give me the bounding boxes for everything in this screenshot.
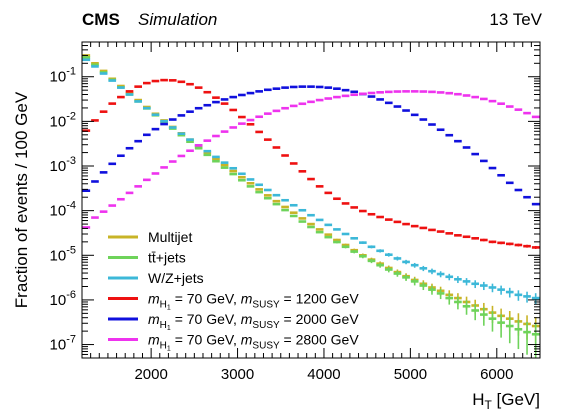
legend-label-3: mH1 = 70 GeV, mSUSY = 1200 GeV	[148, 291, 359, 312]
energy-label: 13 TeV	[489, 10, 542, 29]
x-tick-label: 5000	[394, 366, 427, 383]
status-label: Simulation	[138, 10, 218, 29]
x-axis-title: HT [GeV]	[472, 390, 540, 412]
legend-label-1: tt̄+jets	[148, 250, 186, 266]
x-tick-label: 4000	[307, 366, 340, 383]
legend-label-0: Multijet	[148, 229, 192, 245]
series-1	[82, 56, 540, 358]
y-tick-label: 10-6	[50, 289, 76, 309]
y-tick-label: 10-1	[50, 66, 76, 86]
series-layer	[82, 54, 540, 358]
y-tick-label: 10-7	[50, 334, 76, 354]
y-axis-title: Fraction of events / 100 GeV	[12, 91, 31, 308]
x-tick-label: 2000	[134, 366, 167, 383]
legend-label-2: W/Z+jets	[148, 270, 204, 286]
axes-layer: 2000 3000 4000 5000 6000 10-7 10-6 10-5 10-4 10-3…	[50, 42, 541, 383]
y-tick-label: 10-5	[50, 244, 76, 264]
plot-frame	[81, 41, 541, 359]
series-5	[82, 90, 540, 229]
y-tick-label: 10-4	[50, 200, 76, 220]
x-tick-label: 6000	[480, 366, 513, 383]
experiment-label: CMS	[82, 10, 120, 29]
legend: Multijet tt̄+jets W/Z+jets mH1 = 70 GeV, mS…	[108, 229, 359, 353]
legend-label-4: mH1 = 70 GeV, mSUSY = 2000 GeV	[148, 311, 359, 332]
y-tick-label: 10-3	[50, 155, 76, 175]
y-tick-label: 10-2	[50, 110, 76, 130]
series-3	[82, 78, 540, 249]
series-2	[82, 58, 540, 305]
series-4	[82, 85, 540, 206]
x-tick-label: 3000	[221, 366, 254, 383]
legend-label-5: mH1 = 70 GeV, mSUSY = 2800 GeV	[148, 332, 359, 353]
